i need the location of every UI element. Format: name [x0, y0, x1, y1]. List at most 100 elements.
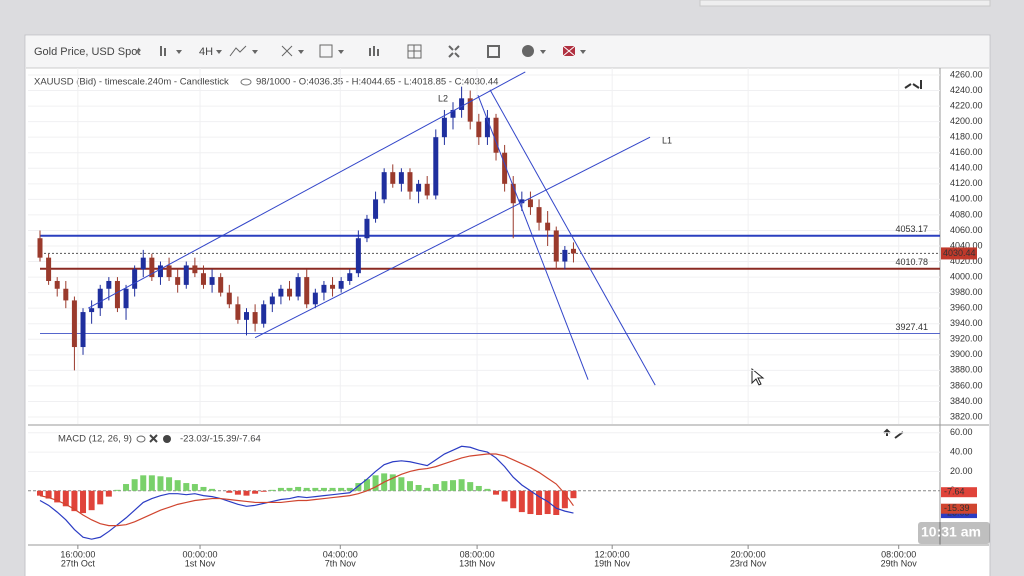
mouse-cursor [751, 367, 765, 386]
histogram-bar [209, 488, 216, 491]
y-tick-label: 3880.00 [950, 365, 983, 375]
candle-body [226, 292, 232, 305]
histogram-bar [355, 483, 362, 491]
histogram-bar [312, 487, 319, 491]
histogram-bar [467, 482, 474, 491]
expand-icon[interactable] [904, 80, 922, 89]
histogram-bar [398, 477, 405, 491]
candle-body [424, 183, 430, 196]
histogram-bar [320, 487, 327, 491]
histogram-bar [346, 487, 353, 491]
eye-icon[interactable] [240, 78, 252, 86]
histogram-bar [234, 490, 241, 495]
price-plot: 4053.17 4010.78 3927.41 L1 L2 [28, 68, 940, 424]
candle-body [244, 312, 250, 320]
clock: 10:31 am [921, 524, 981, 540]
candle-body [46, 257, 52, 281]
candle-body [235, 304, 241, 320]
macd-line [39, 445, 574, 540]
candle-body [287, 288, 293, 297]
histogram-bar [415, 485, 422, 491]
histogram-bar [475, 485, 482, 491]
last-value-box [941, 503, 977, 514]
x-tick-date: 19th Nov [594, 558, 631, 568]
histogram-bar [114, 489, 121, 491]
candle-body [502, 152, 508, 184]
candle-body [330, 284, 336, 289]
top-panel [699, 0, 991, 7]
macd-line [39, 453, 574, 527]
candle-body [398, 172, 404, 184]
y-tick-label: 4100.00 [950, 194, 983, 204]
trendline [477, 95, 589, 380]
chart-title: XAUUSD (Bid) - timescale.240m - Candlest… [34, 77, 229, 88]
candle-body [519, 199, 525, 204]
candle-body [536, 207, 542, 223]
histogram-bar [441, 481, 448, 491]
macd-icons[interactable] [136, 434, 171, 443]
candle-body [209, 277, 215, 285]
y-tick-label: 4220.00 [950, 100, 983, 110]
candle-body [269, 296, 275, 305]
y-tick-label: 4180.00 [950, 132, 983, 142]
y-tick-label: 3920.00 [950, 334, 983, 344]
candle-body [347, 273, 353, 281]
candle-body [183, 265, 189, 285]
candle-body [54, 280, 60, 289]
symbol-select[interactable]: Gold Price, USD Spot [34, 46, 140, 58]
histogram-bar [372, 475, 379, 491]
candle-body [416, 183, 422, 192]
trendline [254, 136, 651, 339]
candle-body [433, 137, 439, 196]
y-tick-label: 4240.00 [950, 85, 983, 95]
x-tick-date: 27th Oct [61, 558, 96, 568]
candle-body [562, 249, 568, 262]
histogram-bar [553, 490, 560, 515]
timeframe-select[interactable]: 4H [199, 46, 213, 58]
x-tick-date: 29th Nov [881, 558, 918, 568]
histogram-bar [71, 490, 78, 512]
candle-body [166, 265, 172, 278]
histogram-bar [432, 484, 439, 491]
histogram-bar [174, 480, 181, 491]
histogram-bar [140, 475, 147, 491]
last-price-label: 4030.44 [943, 248, 976, 258]
candle-body [527, 199, 533, 208]
x-tick-label: 08:00:00 [460, 549, 495, 559]
candle-body [63, 288, 69, 301]
trendline-label: L1 [662, 136, 672, 146]
histogram-bar [389, 474, 396, 491]
toolbar-icons[interactable] [160, 44, 586, 59]
candle-body [484, 117, 490, 138]
axes: 3820.00 3840.00 3860.00 3880.00 3900.00 3920.… [60, 69, 982, 568]
last-value-label: -15.39 [944, 503, 970, 513]
last-value-box [941, 487, 977, 498]
y-tick-label: 3840.00 [950, 396, 983, 406]
y-tick-label: 3900.00 [950, 349, 983, 359]
candle-body [321, 284, 327, 293]
histogram-bar [97, 490, 104, 505]
candle-body [97, 288, 103, 309]
candle-body [493, 117, 499, 153]
macd-title: MACD (12, 26, 9) [58, 434, 132, 445]
y-tick-label: 3940.00 [950, 318, 983, 328]
histogram-bar [148, 475, 155, 491]
histogram-bar [484, 488, 491, 491]
candle-body [338, 280, 344, 289]
candle-body [476, 121, 482, 138]
histogram-bar [286, 487, 293, 491]
histogram-bar [493, 490, 500, 495]
histogram-bar [561, 490, 568, 509]
candle-body [89, 308, 95, 313]
candle-body [106, 280, 112, 289]
histogram-bar [226, 490, 233, 493]
histogram-bar [277, 487, 284, 491]
y-tick-label: 4200.00 [950, 116, 983, 126]
level-label: 4053.17 [895, 224, 928, 234]
histogram-bar [527, 490, 534, 515]
x-tick-date: 7th Nov [325, 558, 357, 568]
histogram-bar [54, 490, 61, 503]
trendline [489, 89, 656, 386]
x-tick-date: 1st Nov [185, 558, 216, 568]
